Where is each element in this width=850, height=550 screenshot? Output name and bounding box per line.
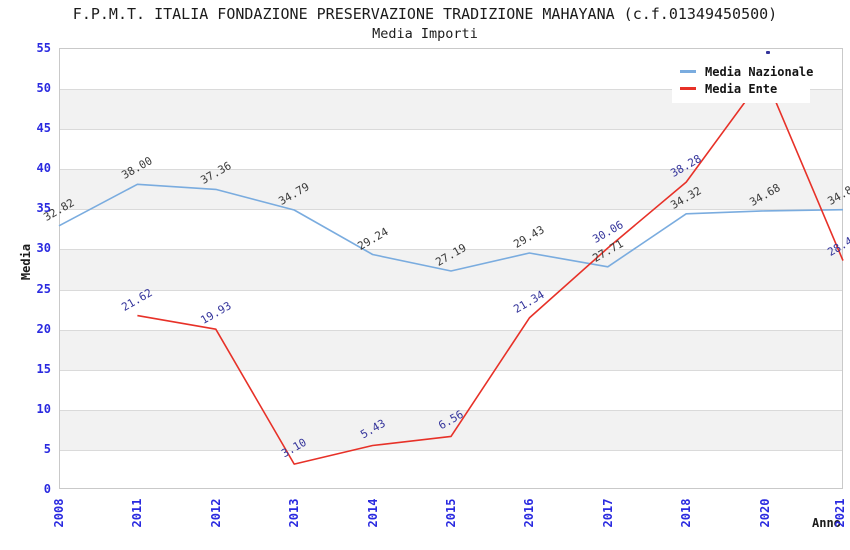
x-tick-label: 2014 bbox=[365, 498, 380, 528]
legend-item-media-ente: Media Ente bbox=[680, 80, 810, 97]
y-tick-label: 15 bbox=[36, 361, 51, 376]
y-tick-label: 45 bbox=[36, 121, 51, 136]
x-tick-label: 2015 bbox=[444, 498, 458, 528]
gridline bbox=[60, 329, 842, 331]
legend-item-media-nazionale: Media Nazionale bbox=[680, 63, 814, 80]
y-tick-label: 40 bbox=[36, 161, 51, 176]
grid-band bbox=[60, 169, 842, 210]
gridline bbox=[60, 409, 842, 411]
legend-swatch-media-nazionale bbox=[680, 70, 696, 73]
y-tick-label: 10 bbox=[36, 401, 51, 416]
y-tick-label: 0 bbox=[43, 482, 51, 496]
x-axis-title: Anno bbox=[812, 516, 841, 530]
x-tick-label: 2017 bbox=[600, 498, 615, 528]
y-tick-label: 30 bbox=[36, 241, 51, 256]
x-tick-label: 2008 bbox=[52, 498, 66, 528]
chart-subtitle: Media Importi bbox=[372, 26, 478, 42]
hidden-peak-label-fragment bbox=[766, 51, 770, 54]
legend: Media Nazionale Media Ente bbox=[672, 57, 814, 103]
gridline bbox=[60, 369, 842, 371]
legend-swatch-media-ente bbox=[680, 87, 696, 90]
legend-label-media-ente: Media Ente bbox=[705, 81, 778, 96]
legend-label-media-nazionale: Media Nazionale bbox=[705, 64, 814, 79]
gridline bbox=[60, 129, 842, 131]
x-tick-label: 2016 bbox=[522, 498, 537, 528]
x-tick-label: 2020 bbox=[757, 498, 772, 528]
y-tick-label: 25 bbox=[36, 281, 51, 296]
chart-title: F.P.M.T. ITALIA FONDAZIONE PRESERVAZIONE… bbox=[72, 5, 778, 23]
gridline bbox=[60, 169, 842, 171]
x-tick-label: 2021 bbox=[833, 498, 847, 528]
gridline bbox=[60, 449, 842, 451]
y-tick-label: 5 bbox=[43, 441, 51, 456]
gridline bbox=[60, 289, 842, 291]
grid-band bbox=[60, 329, 842, 370]
y-tick-label: 35 bbox=[36, 201, 51, 216]
x-tick-label: 2012 bbox=[208, 498, 223, 528]
x-tick-label: 2013 bbox=[287, 498, 302, 528]
y-tick-label: 50 bbox=[36, 81, 51, 96]
x-tick-label: 2018 bbox=[679, 498, 694, 528]
y-tick-label: 55 bbox=[36, 41, 51, 55]
x-tick-label: 2011 bbox=[130, 498, 145, 528]
y-tick-label: 20 bbox=[36, 321, 51, 336]
gridline bbox=[60, 209, 842, 211]
